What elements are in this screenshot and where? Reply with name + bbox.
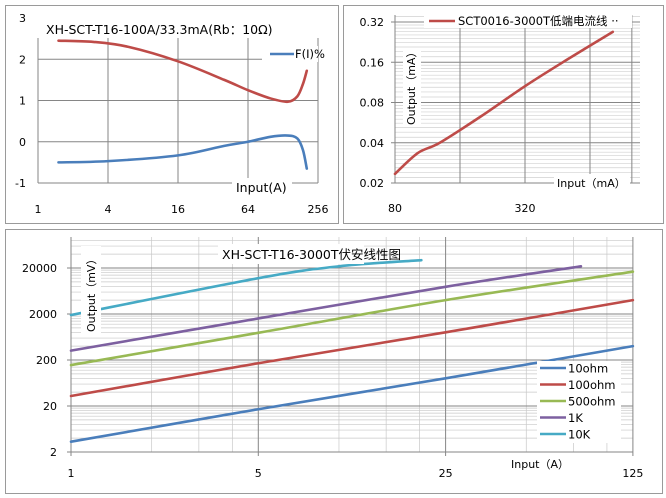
chart3-title-bg: [218, 244, 364, 264]
chart2-ylabel-bg: [403, 48, 421, 126]
chart1-y-tick-label: -1: [15, 177, 26, 190]
chart1-xlabel: Input(A): [236, 180, 287, 195]
chart3-legend-label: 100ohm: [568, 378, 615, 392]
chart1-y-tick-label: 3: [19, 12, 26, 25]
chart3-x-tick-label: 1: [68, 467, 75, 480]
chart1-x-tick-label: 256: [308, 203, 329, 216]
chart1-y-tick-label: 1: [19, 95, 26, 108]
chart3-y-tick-label: 20: [43, 400, 57, 413]
chart1-x-tick-label: 4: [105, 203, 112, 216]
chart1-x-tick-label: 1: [35, 203, 42, 216]
chart3-legend: 10ohm 100ohm 500ohm 1K 10K: [537, 361, 621, 443]
chart3-ylabel: Output（mV）: [85, 254, 98, 332]
chart3-legend-label: 500ohm: [568, 395, 615, 409]
chart1-x-tick-label: 64: [241, 203, 255, 216]
chart2-x-tick-label: 320: [515, 202, 536, 215]
chart1-title: XH-SCT-T16-100A/33.3mA(Rb：10Ω): [46, 22, 273, 37]
chart3-ylabel-bg: [81, 246, 101, 336]
chart3-title: XH-SCT-T16-3000T伏安线性图: [222, 247, 401, 262]
chart3-series-5-line: [69, 258, 423, 317]
chart3-series-2-line: [69, 298, 635, 398]
chart3-y-tick-label: 20000: [22, 262, 57, 275]
chart2-legend-label: SCT0016-3000T低端电流线 ··: [458, 14, 619, 28]
chart2-ylabel: Output（mA）: [405, 47, 418, 125]
chart2-x-tick-label: 80: [388, 202, 402, 215]
chart3-x-tick-label: 5: [255, 467, 262, 480]
chart2-xlabel: Input（mA）: [557, 177, 626, 190]
chart3-legend-label: 10K: [568, 428, 591, 442]
chart2-y-tick-label: 0.04: [360, 137, 385, 150]
chart1-xlabel-bg: [232, 178, 292, 194]
chart1-series-2-line: [57, 134, 309, 170]
chart2-y-tick-label: 0.08: [360, 97, 385, 110]
chart3-series-3-line: [69, 270, 635, 367]
chart3-legend-label: 1K: [568, 411, 583, 425]
chart1-title-bg: [44, 20, 286, 38]
chart3-series-4-line: [69, 264, 583, 352]
chart2-series-1-line: [393, 30, 615, 176]
chart3-x-tick-label: 25: [439, 467, 453, 480]
chart2-xlabel-bg: [554, 174, 630, 190]
chart3-xlabel-bg: [508, 455, 578, 471]
chart1-legend-label: F(I)%: [295, 47, 325, 61]
chart1-y-tick-label: 2: [19, 53, 26, 66]
chart3-y-tick-label: 2000: [29, 308, 57, 321]
chart1-y-tick-label: 0: [19, 136, 26, 149]
chart1-x-tick-label: 16: [171, 203, 185, 216]
chart3-xlabel: Input（A）: [511, 458, 569, 471]
chart2-y-tick-label: 0.32: [360, 16, 385, 29]
chart3-y-tick-label: 2: [50, 446, 57, 459]
chart3-series-1-line: [69, 344, 635, 443]
chart2-y-tick-label: 0.02: [360, 177, 385, 190]
chart3-x-tick-label: 125: [622, 467, 643, 480]
chart3-y-tick-label: 200: [36, 354, 57, 367]
chart1-series-1-line: [57, 39, 309, 104]
chart2-y-tick-label: 0.16: [360, 56, 385, 69]
chart2-legend: [424, 12, 632, 28]
chart3-legend-label: 10ohm: [568, 362, 608, 376]
